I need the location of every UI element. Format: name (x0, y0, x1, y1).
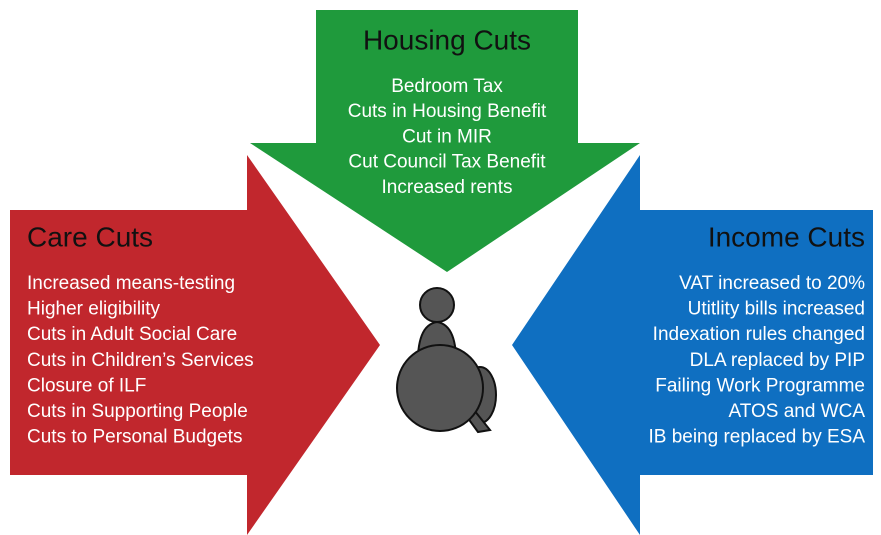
group-item: ATOS and WCA (728, 401, 865, 422)
group-item: IB being replaced by ESA (648, 427, 865, 448)
income-arrow (512, 155, 873, 535)
group-item: Increased means-testing (27, 273, 235, 294)
group-title: Care Cuts (27, 221, 153, 252)
care-arrow (10, 155, 380, 535)
group-item: Higher eligibility (27, 299, 161, 320)
texts: Housing Cuts Bedroom Tax Cuts in Housing B… (27, 24, 865, 447)
housing-arrow (250, 10, 640, 272)
group-item: VAT increased to 20% (679, 273, 865, 294)
group-item: Utitlity bills increased (688, 299, 865, 320)
group-item: Cut Council Tax Benefit (348, 152, 546, 173)
person-icon (396, 287, 497, 434)
group-title: Income Cuts (708, 221, 865, 252)
group-item: Cuts to Personal Budgets (27, 427, 242, 448)
group-title: Housing Cuts (363, 24, 531, 55)
group-item: Failing Work Programme (655, 375, 865, 396)
group-item: Cuts in Adult Social Care (27, 324, 237, 345)
group-item: Indexation rules changed (653, 324, 865, 345)
group-item: Cuts in Children’s Services (27, 350, 254, 371)
group-item: Cut in MIR (402, 126, 492, 147)
group-item: DLA replaced by PIP (690, 350, 865, 371)
group-item: Cuts in Supporting People (27, 401, 248, 422)
group-item: Increased rents (382, 177, 513, 198)
group-item: Closure of ILF (27, 375, 146, 396)
group-item: Cuts in Housing Benefit (348, 101, 547, 122)
group-item: Bedroom Tax (391, 76, 503, 97)
